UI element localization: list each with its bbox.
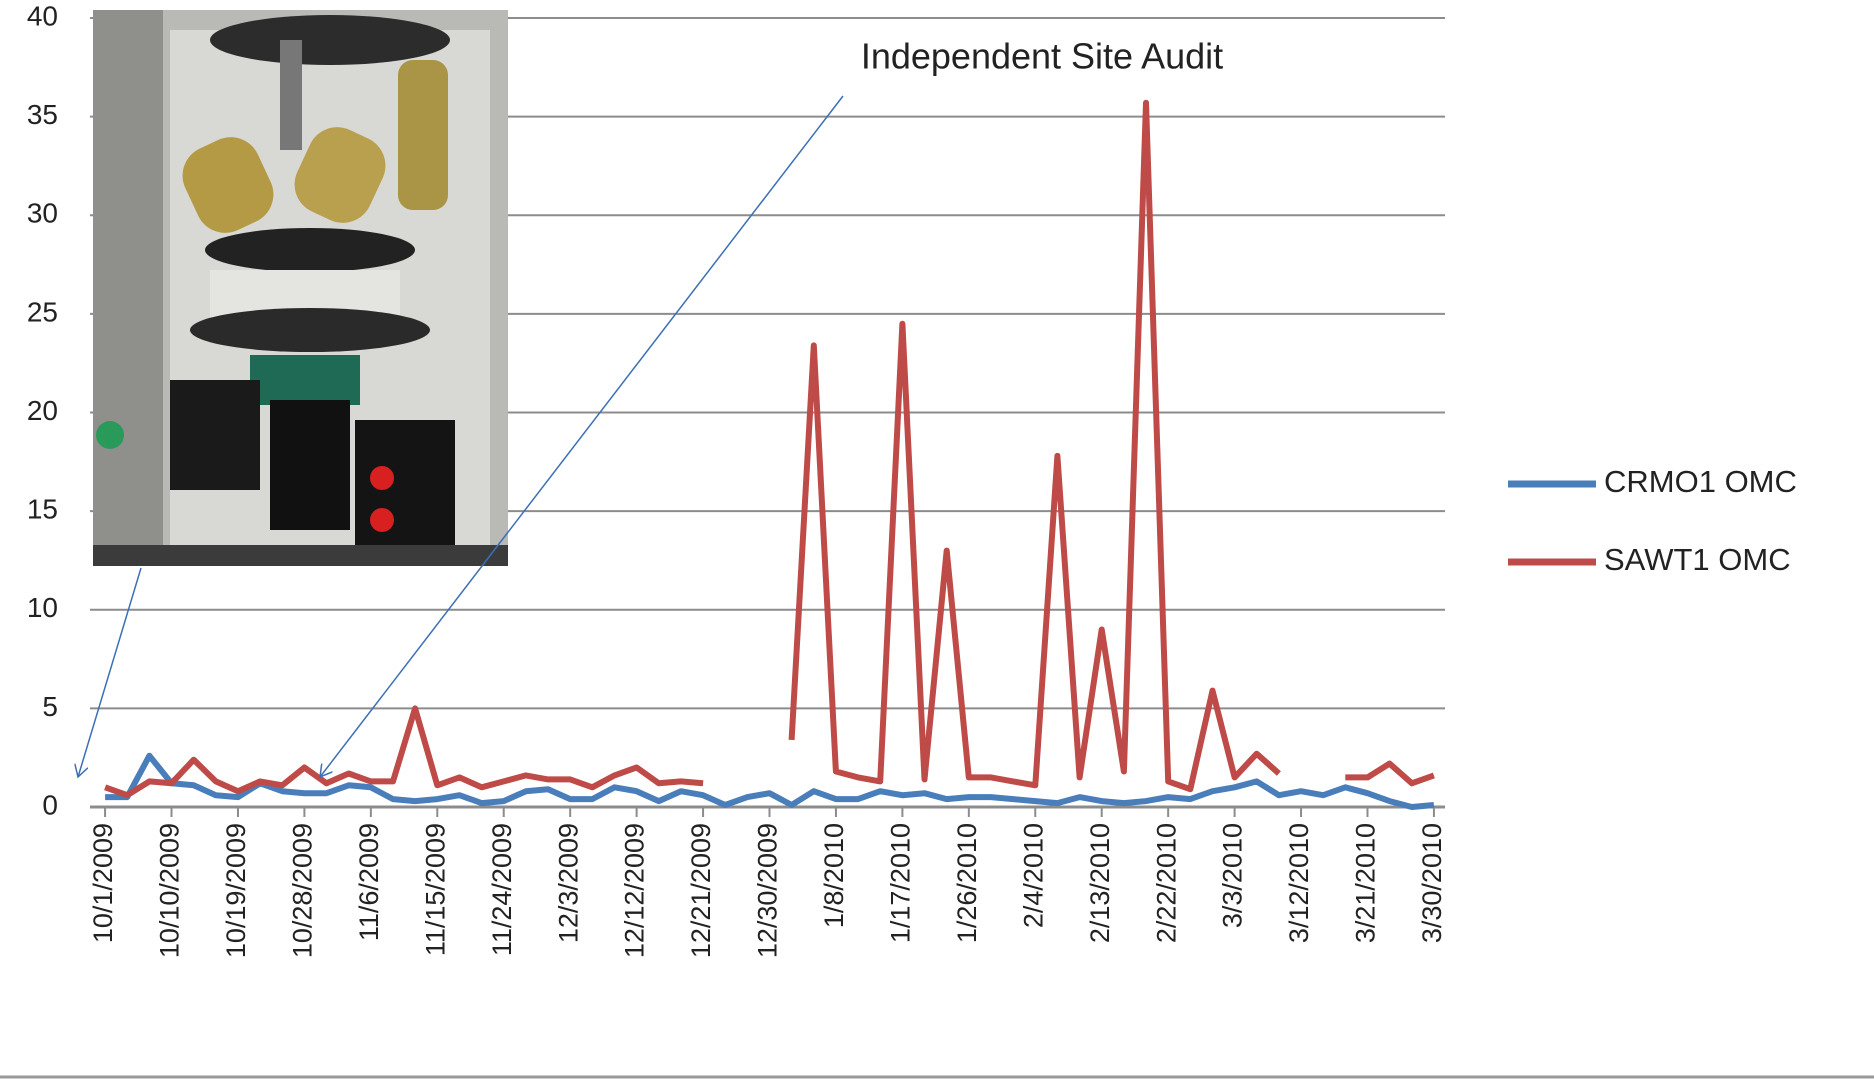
x-tick-label: 10/28/2009 [288, 823, 318, 958]
x-tick-label: 2/4/2010 [1018, 823, 1048, 928]
x-tick-label: 12/21/2009 [686, 823, 716, 958]
chart: Independent Site Audit 0 5 10 15 20 25 30 35 40 1… [0, 0, 1874, 1081]
annotation-arrow [78, 568, 141, 777]
y-tick-label: 40 [27, 0, 58, 31]
x-tick-label: 12/3/2009 [553, 823, 583, 943]
x-tick-label: 12/12/2009 [620, 823, 650, 958]
x-tick-label: 3/12/2010 [1284, 823, 1314, 943]
x-tick-label: 1/17/2010 [886, 823, 916, 943]
y-tick-label: 20 [27, 395, 58, 426]
instrument-photo [93, 10, 508, 566]
x-tick-label: 1/8/2010 [819, 823, 849, 928]
y-tick-label: 30 [27, 198, 58, 229]
x-tick-label: 2/13/2010 [1085, 823, 1115, 943]
legend-label: CRMO1 OMC [1604, 464, 1797, 499]
x-tick-label: 1/26/2010 [952, 823, 982, 943]
x-tick-label: 12/30/2009 [753, 823, 783, 958]
x-tick-label: 3/3/2010 [1218, 823, 1248, 928]
series-line [105, 756, 1434, 807]
x-tick-label: 11/15/2009 [420, 823, 450, 956]
x-tick-label: 3/21/2010 [1351, 823, 1381, 943]
x-tick-label: 10/19/2009 [221, 823, 251, 958]
y-tick-label: 35 [27, 99, 58, 130]
legend-label: SAWT1 OMC [1604, 542, 1791, 577]
y-tick-label: 5 [42, 691, 58, 722]
x-tick-label: 11/24/2009 [487, 823, 517, 956]
x-tick-label: 10/10/2009 [155, 823, 185, 958]
x-tick-label: 2/22/2010 [1151, 823, 1181, 943]
y-tick-label: 0 [42, 789, 58, 820]
x-tick-label: 3/30/2010 [1417, 823, 1447, 943]
y-tick-label: 10 [27, 592, 58, 623]
annotation: Independent Site Audit [861, 36, 1223, 77]
x-tick-label: 11/6/2009 [354, 823, 384, 941]
y-tick-label: 15 [27, 494, 58, 525]
y-tick-label: 25 [27, 296, 58, 327]
x-tick-label: 10/1/2009 [88, 823, 118, 943]
